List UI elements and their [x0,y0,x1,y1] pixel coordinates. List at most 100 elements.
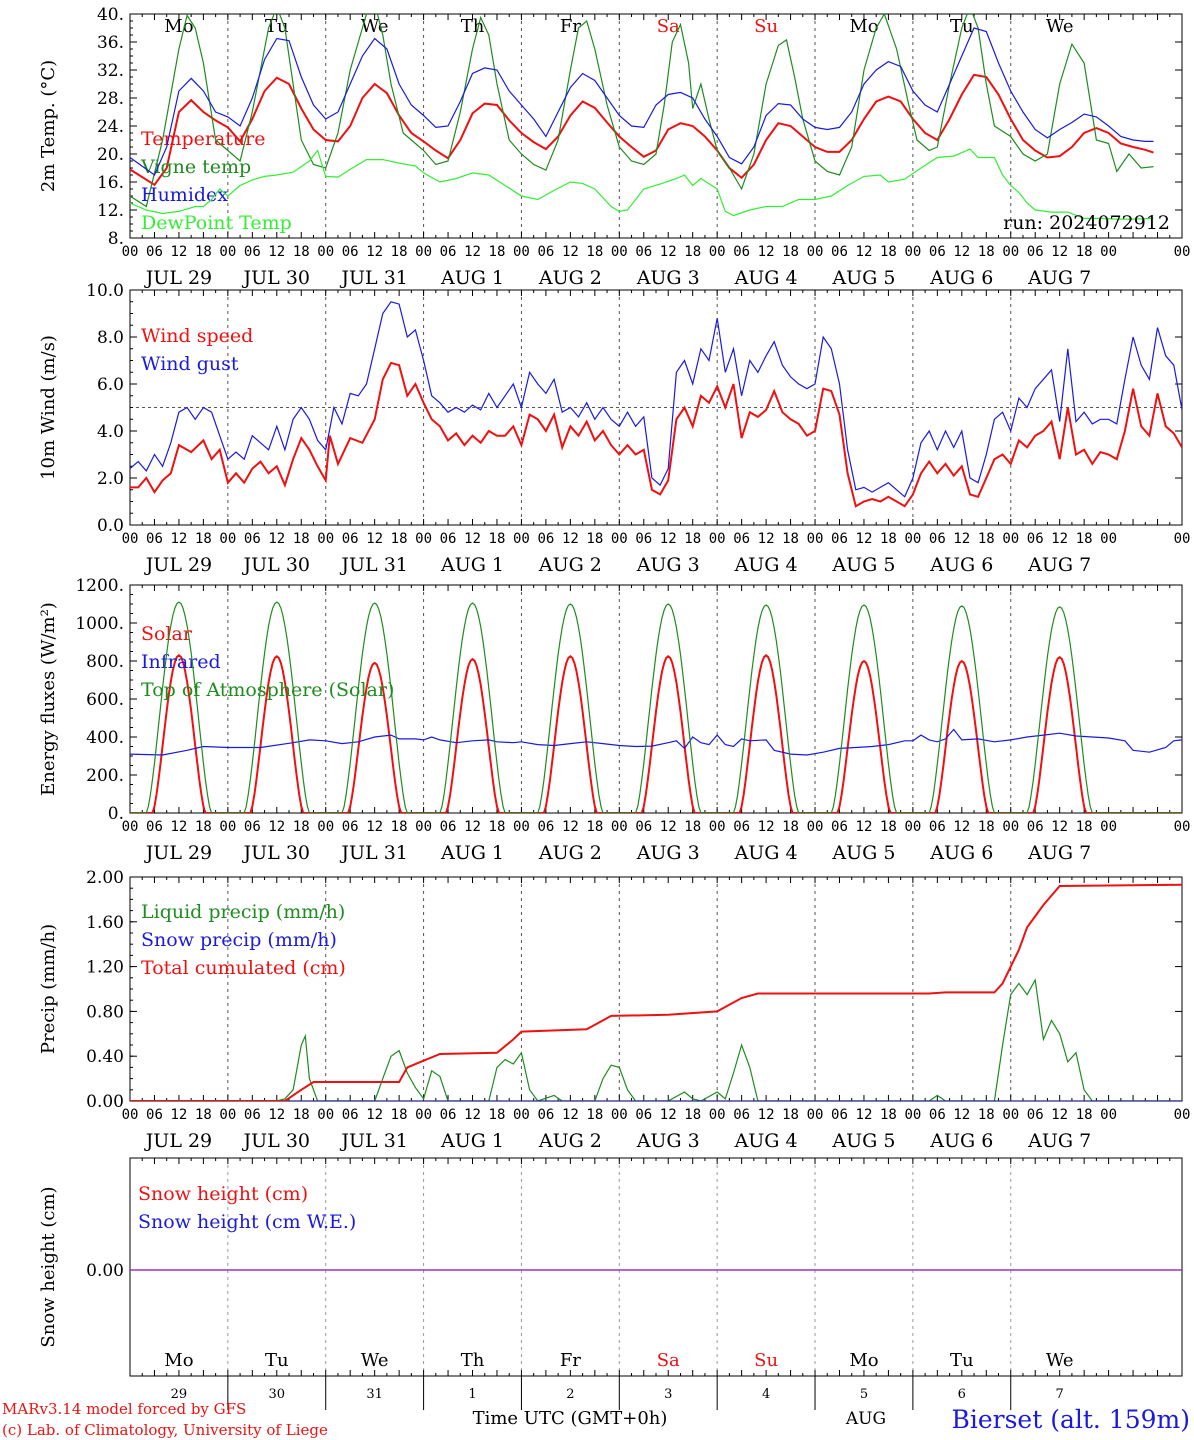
x-axis-title: Time UTC (GMT+0h) [473,1408,668,1429]
date-label: JUL 31 [339,842,407,864]
hour-label: 12 [268,531,285,547]
hour-label: 00 [513,819,530,835]
date-label: AUG 2 [538,842,602,864]
hour-label: 18 [195,1107,212,1123]
panel-1: 8. 12. 16. 20. 24. 28. 32. 36. 40. 2m Temp. (°C) 0… [38,5,1190,289]
hour-label: 18 [391,819,408,835]
hour-label: 18 [978,244,995,260]
hour-label: 18 [586,531,603,547]
credit-line-2: (c) Lab. of Climatology, University of L… [2,1421,328,1439]
legend-entry: Snow precip (mm/h) [141,929,337,951]
hour-label: 06 [342,1107,359,1123]
hour-label: 06 [440,1107,457,1123]
hour-label: 18 [782,1107,799,1123]
hour-label: 00 [415,1107,432,1123]
series-line [130,73,1154,187]
date-label: JUL 31 [339,554,407,576]
date-label: AUG 4 [734,267,798,289]
y-tick-label: 200. [86,766,124,786]
day-name: Sa [657,1350,680,1371]
hour-label: 06 [146,1107,163,1123]
hour-label: 18 [586,1107,603,1123]
hour-label: 12 [660,819,677,835]
hour-label: 12 [856,244,873,260]
y-tick-label: 400. [86,728,124,748]
legend-entry: Snow height (cm W.E.) [138,1211,356,1233]
credit-line-1: MARv3.14 model forced by GFS [2,1400,246,1418]
hour-label: 18 [684,1107,701,1123]
hour-label: 06 [929,819,946,835]
hour-label: 00 [513,531,530,547]
hour-label: 06 [244,1107,261,1123]
hour-label: 12 [171,819,188,835]
day-number: 4 [762,1387,770,1402]
y-tick-label: 1.60 [86,913,124,933]
hour-label: 06 [1027,531,1044,547]
hour-label: 00 [122,1107,139,1123]
hour-label: 18 [489,819,506,835]
legend-entry: Wind gust [141,353,239,375]
date-label: AUG 2 [538,554,602,576]
y-tick-label: 0.00 [86,1261,124,1281]
day-name: Mo [849,1350,878,1371]
date-label: AUG 4 [734,554,798,576]
y-tick-label: 2.00 [86,868,124,888]
hour-label: 06 [537,1107,554,1123]
hour-label: 18 [978,1107,995,1123]
hour-label: 06 [440,244,457,260]
hour-label: 12 [562,819,579,835]
hour-label: 18 [782,819,799,835]
hour-label: 06 [146,531,163,547]
hour-label: 18 [293,244,310,260]
legend-entry: Temperature [141,128,265,150]
hour-label: 12 [268,819,285,835]
hour-label: 00 [1002,819,1019,835]
hour-label: 00 [807,531,824,547]
y-tick-label: 24. [97,117,124,137]
hour-label: 00 [611,531,628,547]
footer: MARv3.14 model forced by GFS (c) Lab. of… [2,1400,1190,1439]
legend-entry: Snow height (cm) [138,1183,308,1205]
y-axis-title: 2m Temp. (°C) [38,60,59,192]
date-label: AUG 6 [929,267,993,289]
y-tick-label: 600. [86,690,124,710]
hour-label: 00 [1174,819,1191,835]
y-tick-label: 20. [97,145,124,165]
station-name: Bierset (alt. 159m) [951,1405,1190,1434]
hour-label: 00 [1100,531,1117,547]
hour-label: 00 [1100,819,1117,835]
day-name: Mo [164,1350,193,1371]
date-label: JUL 29 [144,554,212,576]
hour-label: 12 [1051,819,1068,835]
hour-label: 00 [122,244,139,260]
y-tick-label: 12. [97,201,124,221]
series-line [130,728,1182,756]
y-tick-label: 4.0 [97,422,124,442]
hour-label: 00 [1002,531,1019,547]
hour-label: 18 [880,244,897,260]
hour-label: 06 [733,531,750,547]
hour-label: 12 [464,1107,481,1123]
date-label: AUG 1 [440,842,504,864]
hour-label: 00 [611,244,628,260]
hour-label: 18 [1076,819,1093,835]
hour-label: 12 [562,1107,579,1123]
hour-label: 12 [268,244,285,260]
day-number: 1 [468,1387,476,1402]
hour-label: 06 [831,1107,848,1123]
date-label: JUL 30 [242,1130,310,1152]
hour-label: 12 [660,244,677,260]
hour-label: 00 [709,819,726,835]
hour-label: 00 [513,244,530,260]
hour-label: 12 [758,1107,775,1123]
hour-label: 00 [219,1107,236,1123]
date-label: AUG 3 [636,1130,700,1152]
hour-label: 00 [317,1107,334,1123]
legend-entry: Infrared [141,651,221,673]
hour-label: 12 [758,531,775,547]
series-line [130,14,1154,208]
date-label: JUL 31 [339,1130,407,1152]
y-tick-label: 8.0 [97,328,124,348]
hour-label: 18 [195,531,212,547]
